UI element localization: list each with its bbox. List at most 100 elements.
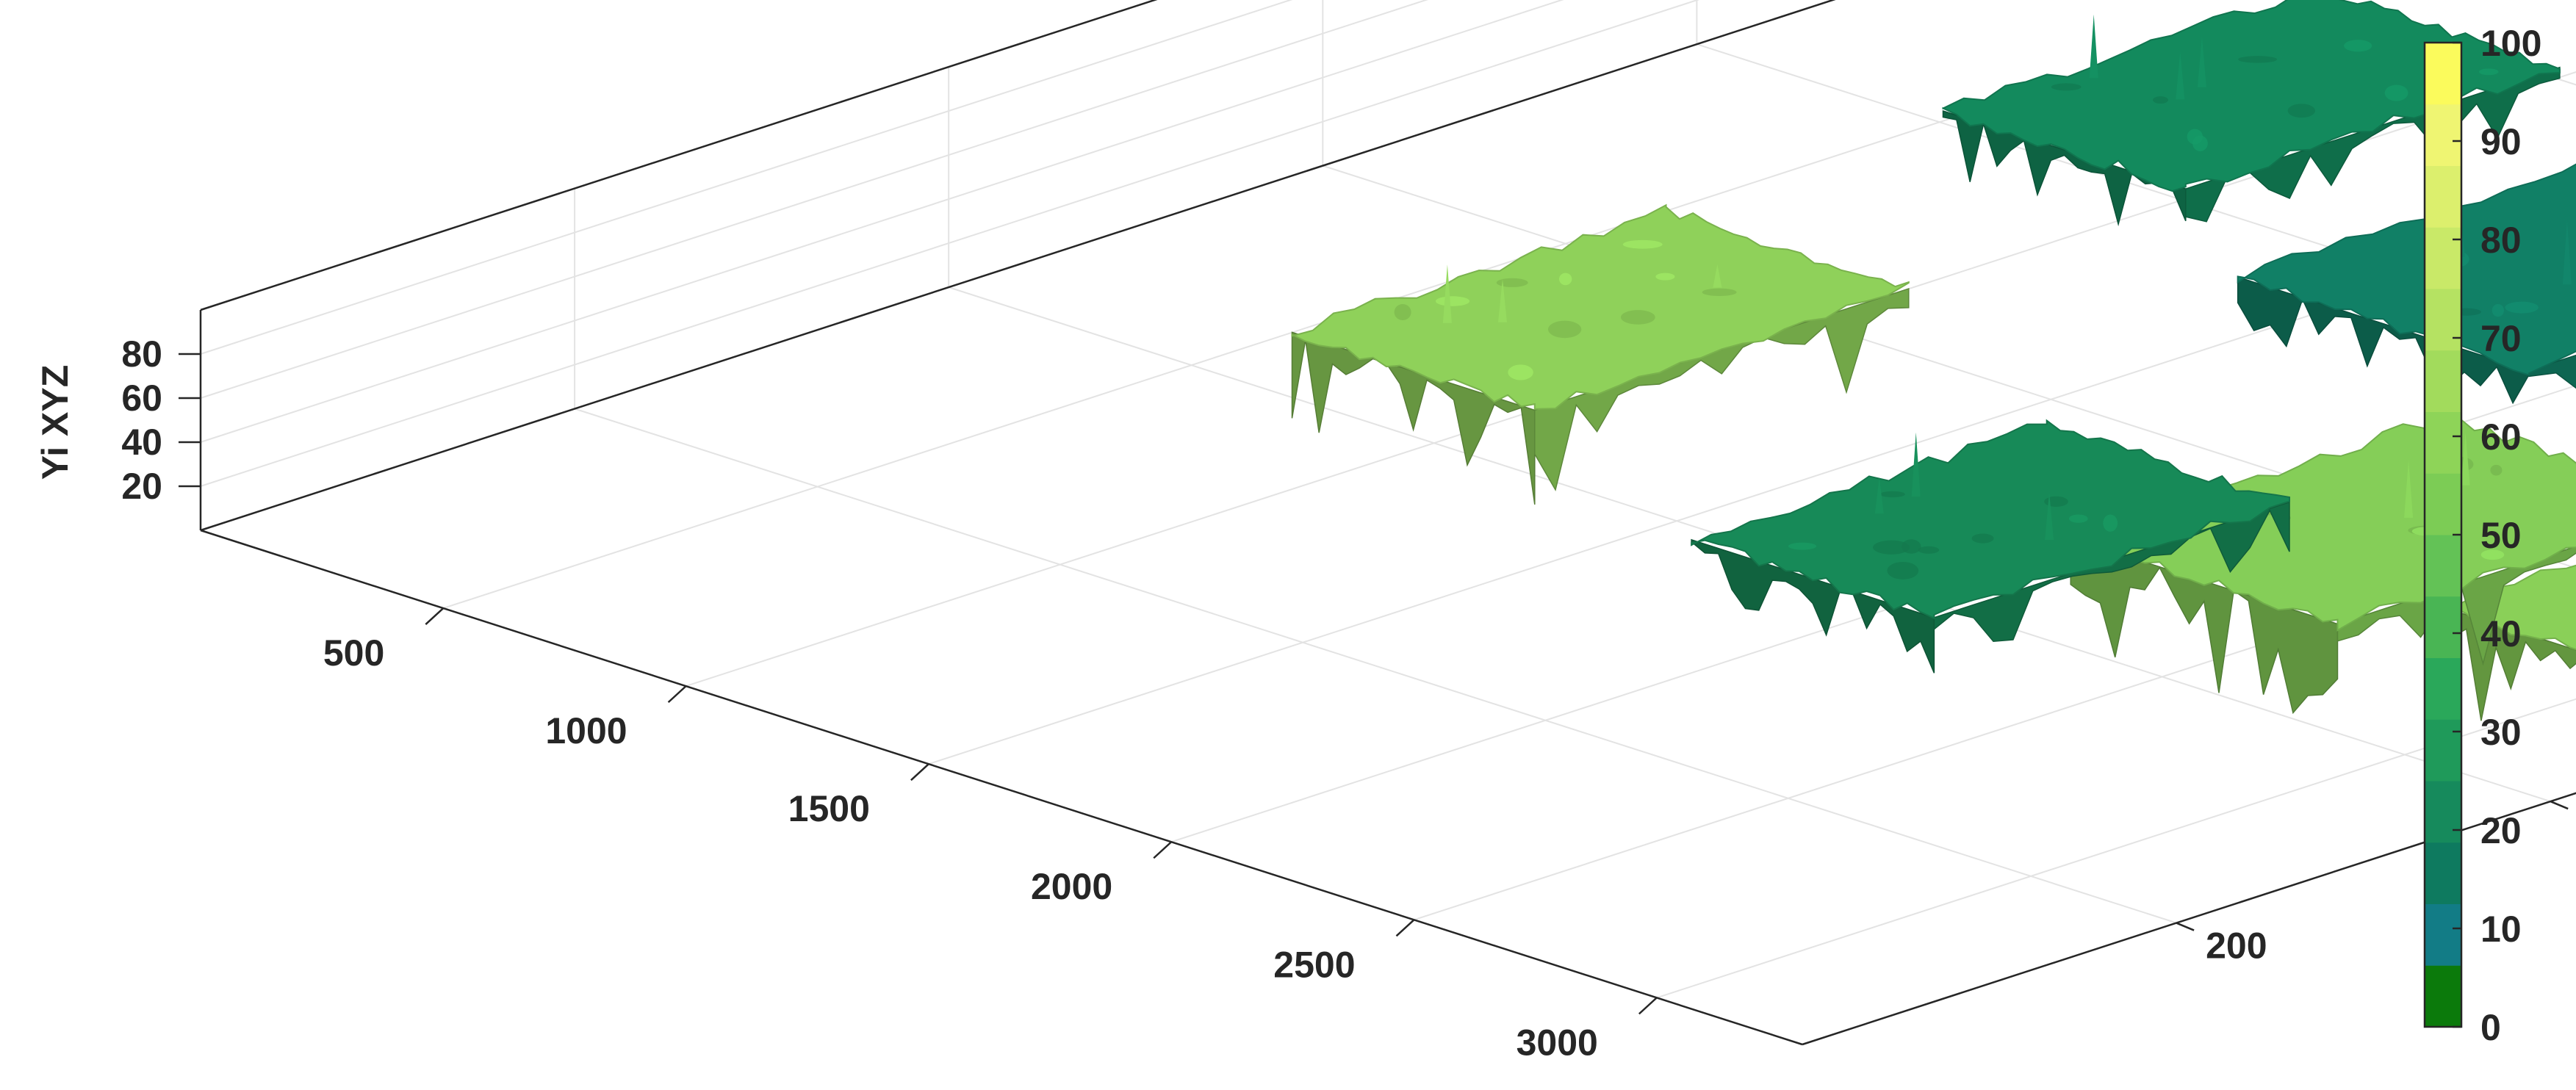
- grid-line-z: [200, 0, 1428, 399]
- colorbar-segment: [2425, 289, 2461, 351]
- grid-line-x: [1170, 384, 2576, 843]
- x-tick: [425, 607, 445, 625]
- surface-spike: [2197, 36, 2206, 87]
- colorbar-segment: [2425, 965, 2461, 1028]
- surface-spike: [2176, 51, 2185, 100]
- grid-line-z: [200, 0, 1293, 355]
- colorbar-segment: [2425, 657, 2461, 720]
- surface-texture: [1887, 562, 1919, 580]
- surface-top: [1942, 0, 2561, 192]
- surface-spike: [1911, 432, 1921, 497]
- colorbar-segment: [2425, 104, 2461, 166]
- z-tick-label: 40: [121, 422, 162, 463]
- grid-line-z: [200, 0, 1564, 443]
- surface-texture: [1558, 272, 1572, 286]
- surface-texture: [2384, 84, 2408, 101]
- surface-texture: [1508, 364, 1533, 380]
- surface-texture: [1971, 533, 1994, 544]
- colorbar-segment: [2425, 473, 2461, 535]
- grid-line-z: [200, 0, 1700, 487]
- grid-line-x: [686, 71, 2576, 687]
- surface-spike: [1498, 279, 1507, 322]
- colorbar: 0 10 20 30 40 50 60 70 80 90 100: [2423, 23, 2541, 1048]
- surface-spike: [2045, 492, 2054, 541]
- surface-texture: [1496, 278, 1528, 287]
- surface-top: [1291, 203, 1910, 410]
- surface-texture: [2051, 83, 2082, 91]
- surface-curtain: [2528, 354, 2576, 389]
- colorbar-segment: [2425, 535, 2461, 597]
- x-tick-label: 1500: [788, 788, 870, 829]
- grid-line-x: [928, 228, 2576, 765]
- surface-texture: [2187, 129, 2203, 145]
- surface-texture: [2103, 514, 2118, 532]
- colorbar-tick-label: 30: [2480, 712, 2522, 753]
- surface-plot: [1291, 0, 2576, 721]
- z-tick-label: 80: [121, 333, 162, 375]
- surface-curtain: [2070, 537, 2339, 715]
- surface-spike: [1442, 264, 1452, 323]
- surface-patch: [1691, 419, 2290, 674]
- surface-curtain: [1691, 538, 1935, 674]
- surface-patch: [1291, 203, 1910, 505]
- colorbar-segment: [2425, 903, 2461, 966]
- x-tick: [1395, 919, 1415, 937]
- surface-texture: [1873, 540, 1910, 555]
- colorbar-segment: [2425, 350, 2461, 412]
- surface-texture: [1435, 296, 1470, 306]
- box-edge: [200, 529, 1803, 1046]
- surface-texture: [2044, 496, 2068, 507]
- colorbar-tick-label: 70: [2480, 318, 2522, 359]
- surface-texture: [1902, 539, 1921, 554]
- surface-texture: [1879, 491, 1905, 498]
- surface-spike: [1713, 264, 1722, 288]
- surface-spike: [2562, 220, 2572, 285]
- surface-texture: [2238, 56, 2277, 63]
- surface-spike: [2461, 432, 2470, 486]
- colorbar-segment: [2425, 781, 2461, 843]
- x-tick-label: 1000: [545, 710, 627, 751]
- colorbar-segment: [2425, 411, 2461, 474]
- surface-texture: [2492, 303, 2504, 317]
- axes-box: [199, 0, 2576, 1046]
- colorbar-tick-label: 90: [2480, 121, 2522, 162]
- surface-texture: [1394, 304, 1411, 320]
- x-tick-label: 3000: [1517, 1022, 1598, 1063]
- surface-top: [2436, 564, 2576, 651]
- surface-spike: [2404, 460, 2414, 518]
- colorbar-tick-label: 40: [2480, 613, 2522, 654]
- colorbar-tick-label: 0: [2480, 1007, 2501, 1048]
- surface-texture: [2287, 104, 2316, 118]
- surface-top: [2237, 163, 2576, 376]
- surface-texture: [1788, 542, 1817, 550]
- colorbar-tick-label: 100: [2480, 23, 2541, 64]
- y-tick: [2176, 922, 2195, 931]
- colorbar-segment: [2425, 596, 2461, 658]
- surface-texture: [2480, 549, 2505, 560]
- x-tick: [910, 763, 929, 782]
- y-tick: [2550, 800, 2569, 810]
- grid-line-x: [1414, 541, 2576, 921]
- surface-spike: [1874, 477, 1884, 514]
- surface-texture: [2068, 514, 2088, 523]
- box-edge: [1802, 792, 2576, 1046]
- surface-texture: [1918, 546, 1940, 554]
- axis-ticks: 5001000150020002500300020040060080010002…: [121, 333, 2569, 1063]
- colorbar-segment: [2425, 719, 2461, 782]
- colorbar-segment: [2425, 842, 2461, 904]
- colorbar-tick-label: 50: [2480, 515, 2522, 556]
- box-edge: [200, 0, 1836, 532]
- x-tick: [1638, 997, 1658, 1015]
- grid-line-x: [1656, 698, 2576, 999]
- surface-curtain: [1933, 501, 2290, 642]
- y-tick-label: 200: [2206, 925, 2267, 967]
- z-axis-label: Yi XYZ: [35, 365, 76, 480]
- z-tick-label: 60: [121, 378, 162, 419]
- surface-texture: [2344, 40, 2372, 52]
- z-tick-label: 20: [121, 466, 162, 507]
- surface-texture: [2490, 464, 2503, 476]
- grid-line-x: [442, 0, 2318, 610]
- x-tick: [667, 685, 687, 704]
- surface-top: [1691, 419, 2290, 620]
